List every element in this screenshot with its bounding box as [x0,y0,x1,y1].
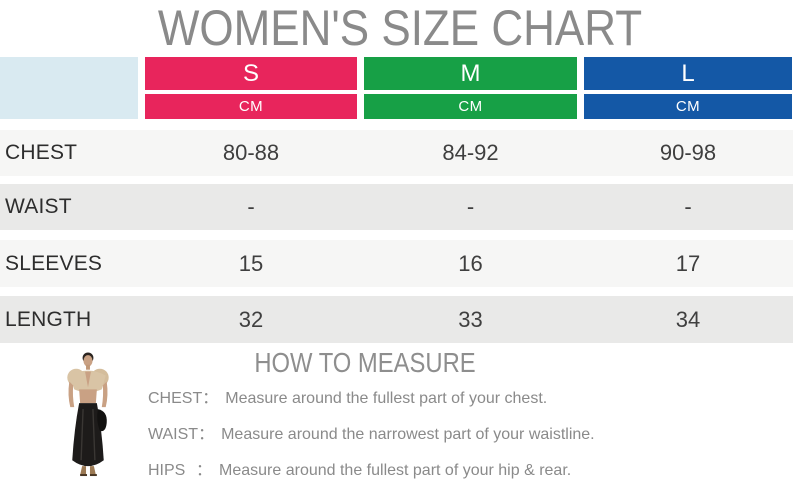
measure-colon: ： [202,390,219,407]
size-header-s: S [145,57,357,90]
table-row-chest: CHEST 80-88 84-92 90-98 [0,130,793,176]
measure-colon: ： [198,426,215,443]
row-label-waist: WAIST [5,195,72,218]
unit-cell-l: CM [584,94,792,119]
corner-cell [0,57,138,119]
length-value-s: 32 [238,306,264,332]
row-label-sleeves: SLEEVES [5,251,103,275]
model-photo [67,352,109,477]
measure-line-hips: HIPS ： Measure around the fullest part of … [148,456,571,480]
length-value-l: 34 [675,306,701,332]
waist-value-s: - [247,194,255,219]
page-title: WOMEN'S SIZE CHART [157,0,643,56]
measure-line-waist: WAIST： Measure around the narrowest part … [148,420,595,444]
sleeves-value-l: 17 [675,250,701,276]
measure-line-chest: CHEST： Measure around the fullest part of… [148,384,547,408]
measure-label-chest: CHEST [148,390,203,407]
sleeves-value-m: 16 [458,250,483,276]
measure-text-chest: Measure around the fullest part of your … [225,390,548,407]
table-row-sleeves: SLEEVES 15 16 17 [0,240,793,287]
table-row-length: LENGTH 32 33 34 [0,296,793,343]
size-header-m: M [364,57,577,90]
measure-colon: ： [196,462,213,479]
how-to-measure-title: HOW TO MEASURE [254,347,476,378]
chest-value-l: 90-98 [659,140,717,165]
measure-label-hips: HIPS [148,462,186,479]
size-header-l: L [584,57,792,90]
unit-cell-m: CM [364,94,577,119]
waist-value-l: - [684,194,692,219]
size-chart-header: S M L CM CM CM [0,57,792,119]
chest-value-s: 80-88 [222,140,280,165]
measure-label-waist: WAIST [148,426,199,443]
measure-text-waist: Measure around the narrowest part of you… [221,426,595,443]
unit-cell-s: CM [145,94,357,119]
table-row-waist: WAIST - - - [0,184,793,230]
row-label-chest: CHEST [5,141,78,164]
sleeves-value-s: 15 [238,250,264,276]
row-label-length: LENGTH [5,307,92,331]
chest-value-m: 84-92 [442,140,499,165]
measure-text-hips: Measure around the fullest part of your … [219,462,572,479]
length-value-m: 33 [458,306,483,332]
waist-value-m: - [466,194,475,219]
